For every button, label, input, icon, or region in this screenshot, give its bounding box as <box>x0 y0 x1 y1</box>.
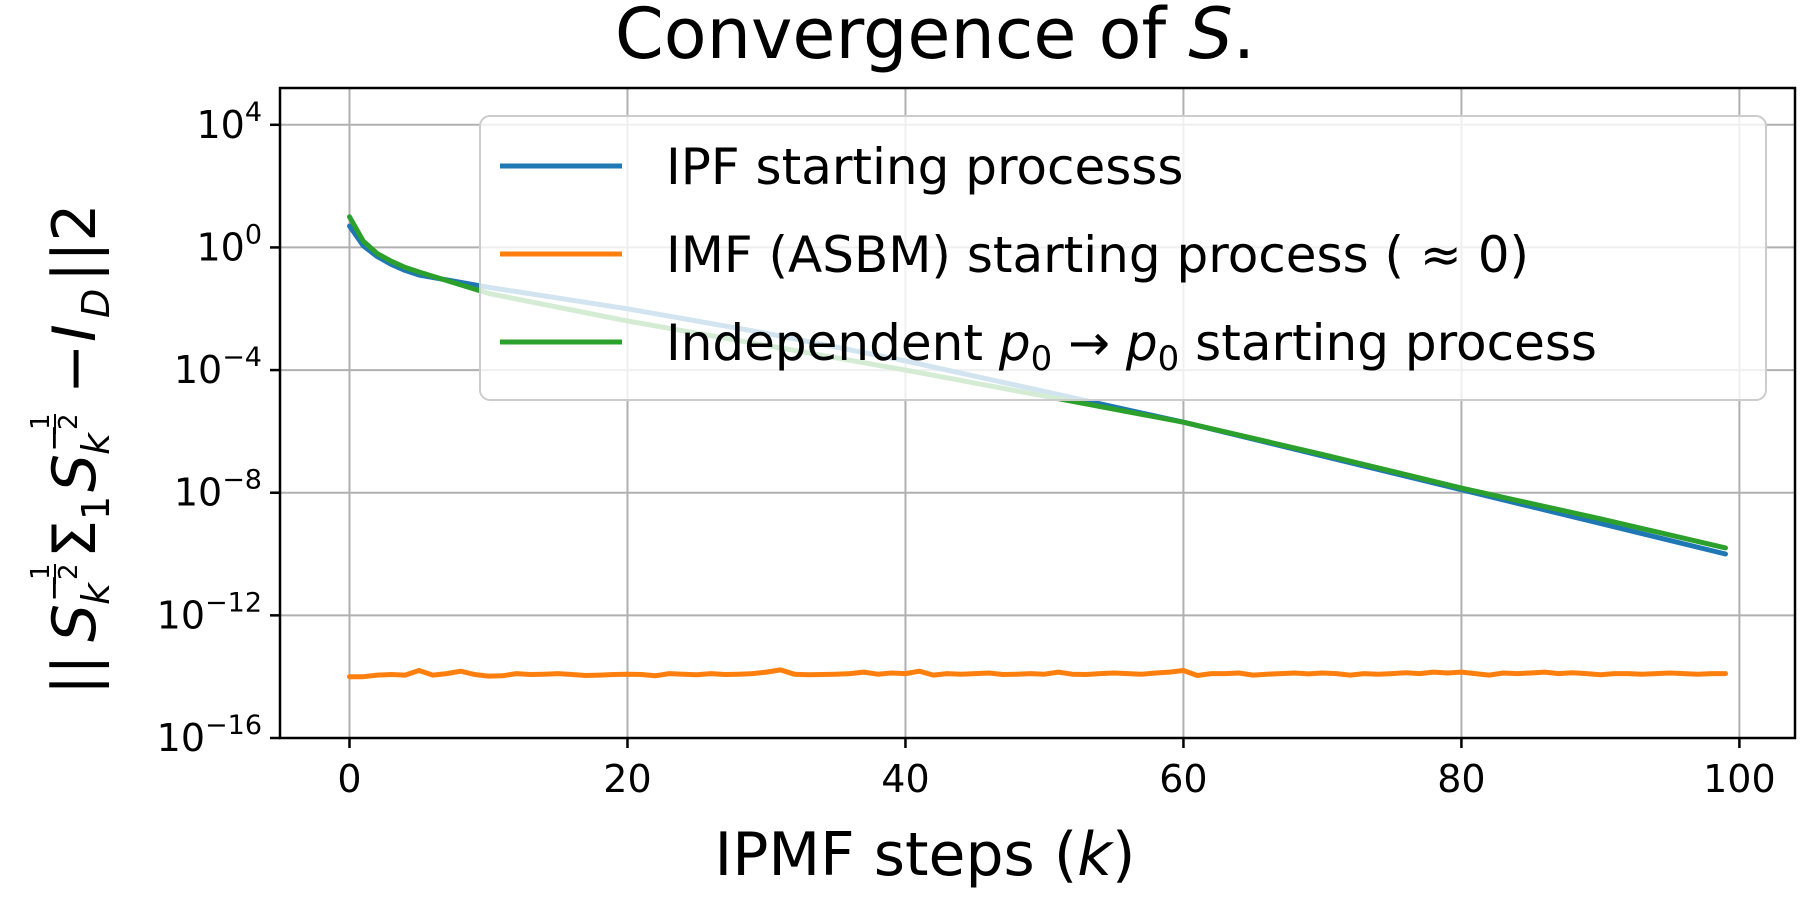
y-label-sigma-sub: 1 <box>74 496 118 520</box>
x-axis-ticks: 0 20 40 60 80 100 <box>337 738 1776 801</box>
x-tick-label: 100 <box>1703 757 1776 801</box>
y-label-half-den2: 2 <box>54 413 84 430</box>
y-label-identity: I <box>40 324 110 342</box>
y-label-k1: k <box>74 581 118 605</box>
y-tick-label: 104 <box>196 97 262 147</box>
y-label-half-den1: 2 <box>54 563 84 580</box>
legend-label-independent: Independent p0 → p0 starting process <box>666 314 1597 379</box>
y-label-s2: S <box>40 454 110 492</box>
series-line-imf <box>347 667 1728 680</box>
legend-label-ipf: IPF starting processs <box>666 138 1183 196</box>
chart-title: Convergence of S. <box>615 0 1255 75</box>
y-tick-label: 10−8 <box>174 465 262 515</box>
axes-frame <box>278 86 1797 740</box>
x-tick-label: 60 <box>1159 757 1207 801</box>
y-axis-ticks: 104 100 10−4 10−8 10−12 10−16 <box>157 97 280 760</box>
legend-label-imf: IMF (ASBM) starting process ( ≈ 0) <box>666 226 1529 284</box>
legend-box <box>479 115 1767 401</box>
y-tick-label: 10−4 <box>174 342 262 392</box>
y-tick-label: 10−16 <box>157 710 262 760</box>
y-label-minus: − <box>40 344 110 394</box>
y-label-s1: S <box>40 604 110 642</box>
y-tick-label: 10−12 <box>157 587 262 637</box>
x-axis-label: IPMF steps (k) <box>715 820 1136 890</box>
y-label-k2: k <box>74 431 118 455</box>
legend: IPF starting processs IMF (ASBM) startin… <box>479 115 1767 401</box>
y-label-half-num2: 1 <box>26 413 56 430</box>
y-label-half-num1: 1 <box>26 563 56 580</box>
x-tick-label: 20 <box>603 757 651 801</box>
y-label-identity-sub: D <box>74 289 118 318</box>
y-axis-label: || S k − 1 2 Σ 1 S k − 1 2 − I D ||2 <box>26 203 118 695</box>
y-label-bar-right: ||2 <box>40 203 110 282</box>
y-tick-label: 100 <box>196 219 262 269</box>
x-tick-label: 0 <box>337 757 361 801</box>
x-tick-label: 40 <box>881 757 929 801</box>
y-label-bar-left: || <box>40 655 110 695</box>
y-label-sigma: Σ <box>40 520 110 558</box>
x-tick-label: 80 <box>1437 757 1485 801</box>
